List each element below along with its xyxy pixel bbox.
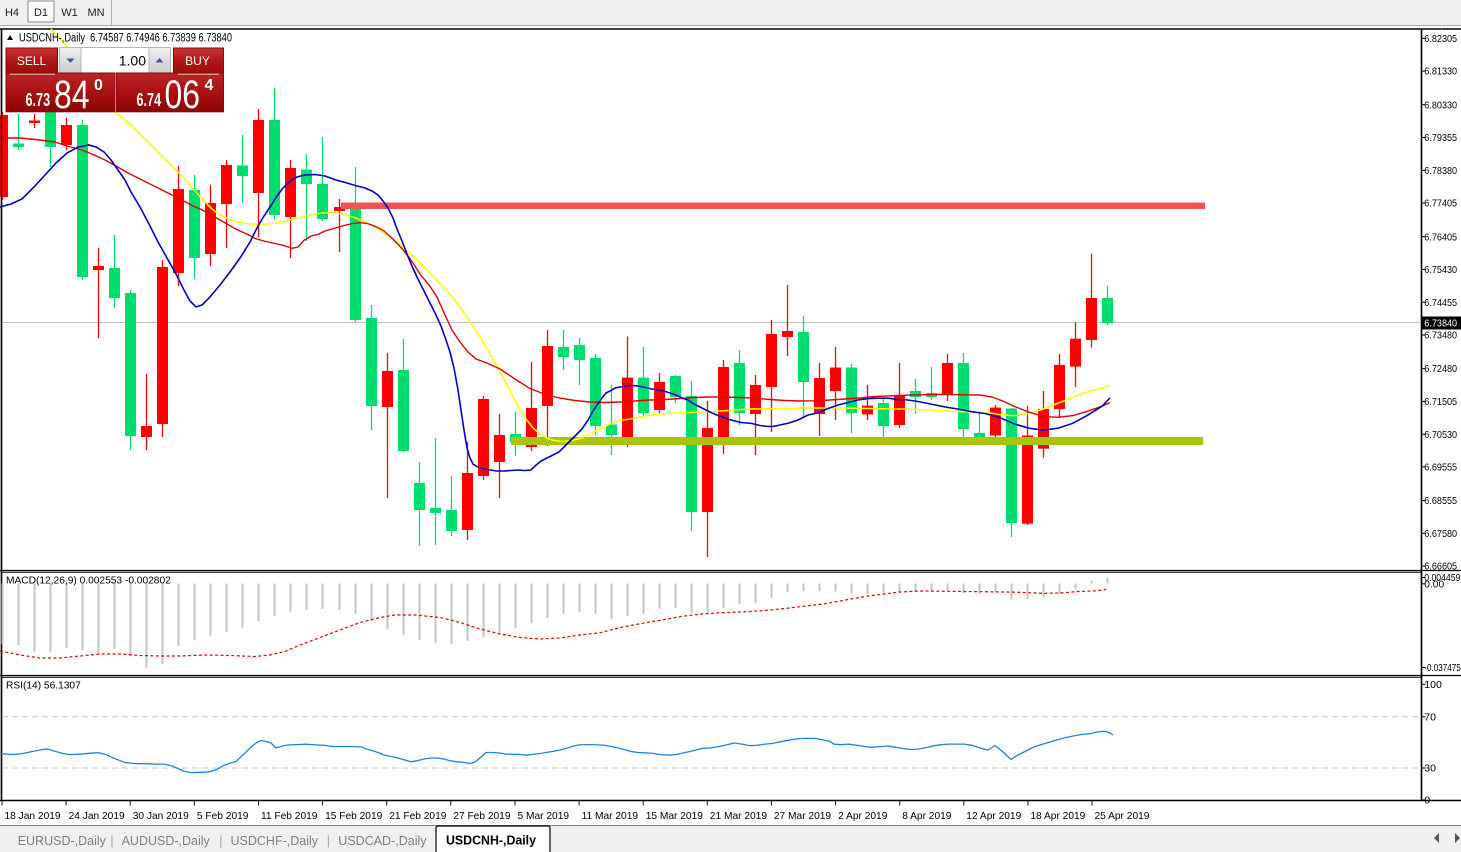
svg-text:6.73840: 6.73840 — [1424, 319, 1457, 330]
svg-text:EURUSD-,Daily: EURUSD-,Daily — [18, 834, 107, 848]
svg-text:11 Mar 2019: 11 Mar 2019 — [582, 811, 639, 822]
svg-text:MACD(12,26,9) 0.002553 -0.0028: MACD(12,26,9) 0.002553 -0.002802 — [6, 576, 171, 587]
svg-text:1.00: 1.00 — [119, 52, 146, 68]
svg-text:6.69555: 6.69555 — [1424, 463, 1457, 474]
svg-text:RSI(14) 56.1307: RSI(14) 56.1307 — [6, 681, 81, 692]
svg-text:30 Jan 2019: 30 Jan 2019 — [133, 811, 189, 822]
svg-text:6.71505: 6.71505 — [1424, 397, 1457, 408]
svg-text:21 Feb 2019: 21 Feb 2019 — [389, 811, 447, 822]
svg-text:4: 4 — [205, 77, 214, 94]
svg-text:6.76405: 6.76405 — [1424, 232, 1457, 243]
svg-text:18 Apr 2019: 18 Apr 2019 — [1030, 811, 1085, 822]
svg-text:6.75430: 6.75430 — [1424, 265, 1457, 276]
svg-text:6.68555: 6.68555 — [1424, 496, 1457, 507]
svg-text:27 Feb 2019: 27 Feb 2019 — [453, 811, 511, 822]
svg-text:SELL: SELL — [17, 54, 47, 68]
svg-text:0.004459: 0.004459 — [1424, 573, 1460, 584]
svg-text:USDCHF-,Daily: USDCHF-,Daily — [231, 834, 319, 848]
svg-text:0: 0 — [94, 77, 103, 94]
svg-text:06: 06 — [165, 73, 201, 117]
svg-text:2 Apr 2019: 2 Apr 2019 — [838, 811, 888, 822]
svg-text:6.81330: 6.81330 — [1424, 67, 1457, 78]
svg-text:|: | — [219, 834, 222, 848]
svg-text:5 Feb 2019: 5 Feb 2019 — [197, 811, 249, 822]
svg-text:W1: W1 — [61, 7, 78, 19]
svg-text:6.66605: 6.66605 — [1424, 562, 1457, 573]
svg-text:6.67580: 6.67580 — [1424, 529, 1457, 540]
svg-text:6.77405: 6.77405 — [1424, 199, 1457, 210]
svg-text:USDCAD-,Daily: USDCAD-,Daily — [338, 834, 427, 848]
svg-text:8 Apr 2019: 8 Apr 2019 — [902, 811, 952, 822]
svg-text:6.79355: 6.79355 — [1424, 133, 1457, 144]
svg-text:70: 70 — [1424, 711, 1436, 723]
svg-text:11 Feb 2019: 11 Feb 2019 — [261, 811, 318, 822]
svg-text:D1: D1 — [34, 7, 48, 19]
svg-text:15 Mar 2019: 15 Mar 2019 — [646, 811, 704, 822]
svg-text:15 Feb 2019: 15 Feb 2019 — [325, 811, 383, 822]
svg-text:USDCNH-,Daily 6.74587 6.74946: USDCNH-,Daily 6.74587 6.74946 6.73839 6.… — [19, 33, 232, 45]
svg-text:6.74455: 6.74455 — [1424, 298, 1457, 309]
svg-text:24 Jan 2019: 24 Jan 2019 — [69, 811, 125, 822]
svg-text:H4: H4 — [5, 7, 19, 19]
svg-text:BUY: BUY — [185, 54, 210, 68]
svg-text:30: 30 — [1424, 763, 1436, 775]
svg-text:USDCNH-,Daily: USDCNH-,Daily — [446, 833, 537, 848]
svg-text:ˆ: ˆ — [1440, 27, 1444, 39]
svg-text:21 Mar 2019: 21 Mar 2019 — [710, 811, 768, 822]
svg-text:27 Mar 2019: 27 Mar 2019 — [774, 811, 832, 822]
svg-text:25 Apr 2019: 25 Apr 2019 — [1095, 811, 1150, 822]
svg-text:6.72480: 6.72480 — [1424, 364, 1457, 375]
svg-text:0.00: 0.00 — [1424, 579, 1444, 590]
svg-text:-0.037475: -0.037475 — [1424, 663, 1461, 674]
svg-text:|: | — [110, 834, 113, 848]
svg-text:6.73: 6.73 — [26, 90, 51, 110]
svg-text:6.73480: 6.73480 — [1424, 331, 1457, 342]
svg-text:6.82305: 6.82305 — [1424, 34, 1457, 45]
svg-text:100: 100 — [1424, 679, 1442, 691]
svg-text:AUDUSD-,Daily: AUDUSD-,Daily — [122, 834, 211, 848]
svg-text:6.70530: 6.70530 — [1424, 430, 1457, 441]
svg-text:12 Apr 2019: 12 Apr 2019 — [966, 811, 1021, 822]
svg-text:6.78380: 6.78380 — [1424, 166, 1457, 177]
svg-text:MN: MN — [87, 7, 104, 19]
svg-text:84: 84 — [54, 73, 90, 117]
svg-text:6.74: 6.74 — [137, 90, 162, 110]
svg-text:5 Mar 2019: 5 Mar 2019 — [518, 811, 570, 822]
svg-text:18 Jan 2019: 18 Jan 2019 — [5, 811, 61, 822]
svg-text:|: | — [327, 834, 330, 848]
svg-text:6.80330: 6.80330 — [1424, 100, 1457, 111]
